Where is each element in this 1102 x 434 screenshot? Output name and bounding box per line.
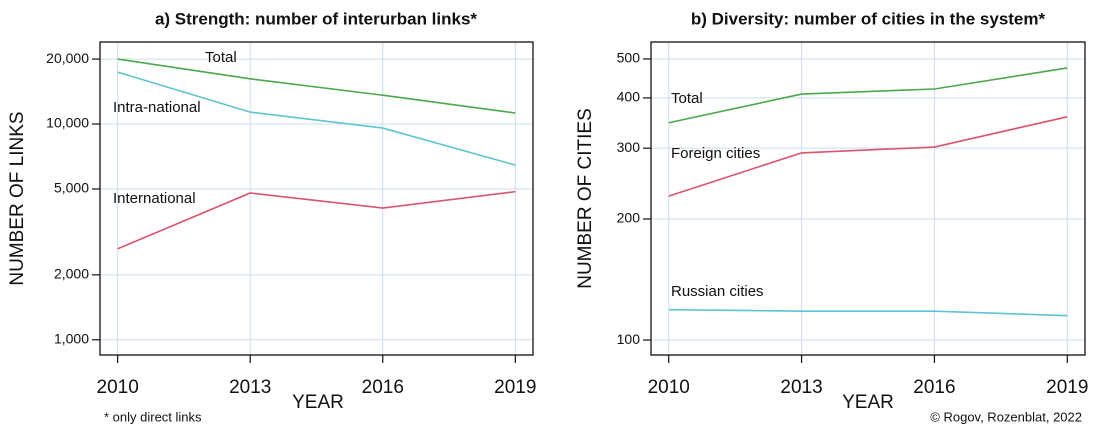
x-tick-label: 2010: [97, 377, 139, 398]
y-tick-label: 10,000: [46, 115, 89, 131]
series-label: International: [113, 190, 196, 207]
line: [117, 71, 516, 166]
y-tick-label: 200: [617, 210, 641, 226]
x-tick-label: 2019: [1046, 377, 1088, 398]
y-axis-label: NUMBER OF CITIES: [575, 108, 596, 289]
line: [668, 67, 1068, 124]
credit: © Rogov, Rozenblat, 2022: [930, 409, 1082, 424]
footnote: * only direct links: [104, 409, 202, 424]
x-axis-label: YEAR: [842, 392, 894, 413]
x-tick-label: 2016: [362, 377, 404, 398]
series-label: Total: [671, 90, 703, 107]
y-tick-label: 400: [617, 89, 641, 105]
line: [117, 58, 516, 114]
x-tick-label: 2013: [780, 377, 822, 398]
series-label: Russian cities: [671, 283, 764, 300]
plot-frame: [650, 41, 1086, 356]
y-tick-label: 500: [617, 50, 641, 66]
line: [668, 308, 1068, 317]
line: [117, 190, 516, 250]
series-label: Total: [205, 49, 237, 66]
x-axis-label: YEAR: [292, 392, 344, 413]
x-tick-label: 2010: [648, 377, 690, 398]
series-label: Intra-national: [113, 99, 201, 116]
x-tick-label: 2013: [229, 377, 271, 398]
y-tick-label: 5,000: [54, 180, 89, 196]
y-tick-label: 20,000: [46, 50, 89, 66]
series-label: Foreign cities: [671, 145, 760, 162]
line: [668, 116, 1068, 197]
chart-title: a) Strength: number of interurban links*: [155, 9, 477, 28]
y-tick-label: 300: [617, 139, 641, 155]
y-axis-label: NUMBER OF LINKS: [7, 111, 28, 285]
y-tick-label: 2,000: [54, 266, 89, 282]
x-tick-label: 2019: [494, 377, 536, 398]
y-tick-label: 100: [617, 331, 641, 347]
x-tick-label: 2016: [913, 377, 955, 398]
plot-frame: [99, 41, 534, 356]
chart-title: b) Diversity: number of cities in the sy…: [691, 9, 1046, 28]
y-tick-label: 1,000: [54, 330, 89, 346]
